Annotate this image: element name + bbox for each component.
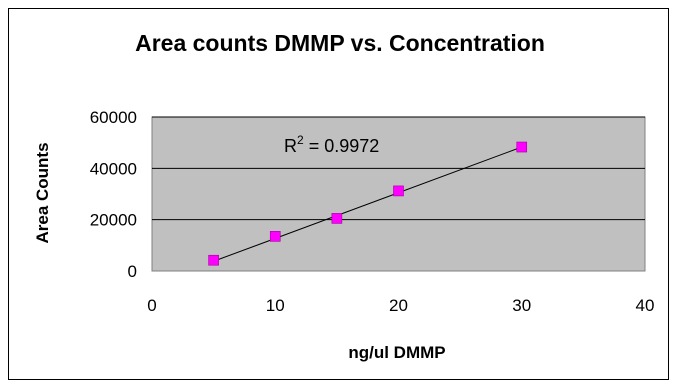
r2-label: R	[284, 136, 297, 156]
r-squared-annotation: R2 = 0.9972	[284, 133, 379, 156]
x-tick-label: 20	[389, 296, 408, 315]
r2-superscript: 2	[297, 133, 304, 147]
data-point	[269, 231, 281, 242]
y-tick-label: 0	[128, 262, 137, 281]
data-point	[393, 185, 404, 197]
r2-value: = 0.9972	[304, 136, 380, 156]
data-point	[331, 213, 343, 224]
y-tick-label: 40000	[90, 159, 137, 178]
chart-title: Area counts DMMP vs. Concentration	[135, 30, 545, 56]
y-axis-label: Area Counts	[33, 142, 52, 243]
y-tick-label: 20000	[90, 211, 137, 230]
x-tick-label: 0	[147, 296, 156, 315]
gridlines	[152, 116, 645, 221]
x-axis-ticks: 0 10 20 30 40	[147, 296, 654, 315]
y-tick-label: 60000	[90, 108, 137, 127]
y-axis-ticks: 0 20000 40000 60000	[90, 108, 137, 281]
data-point	[208, 254, 219, 266]
x-tick-label: 10	[266, 296, 285, 315]
data-markers	[208, 141, 528, 266]
data-point	[516, 141, 528, 153]
x-tick-label: 40	[636, 296, 655, 315]
trendline	[213, 146, 522, 262]
x-tick-label: 30	[512, 296, 531, 315]
x-axis-label: ng/ul DMMP	[348, 343, 445, 362]
